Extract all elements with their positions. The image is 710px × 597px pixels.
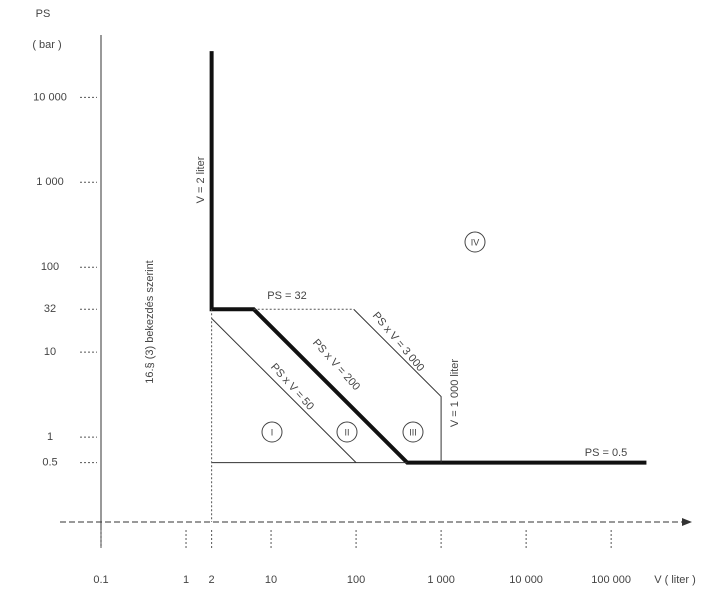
boundary-line xyxy=(211,317,357,463)
annotation: PS = 32 xyxy=(267,290,306,302)
region-circle xyxy=(402,421,424,443)
annotation: PS x V = 50 xyxy=(268,361,316,412)
y-tick-label: 10 xyxy=(44,346,56,358)
region-label: III xyxy=(409,427,417,437)
annotation: PS x V = 3 000 xyxy=(370,310,427,374)
annotation: V = 2 liter xyxy=(195,156,207,203)
y-tick-label: 1 000 xyxy=(36,176,64,188)
x-axis-label: V ( liter ) xyxy=(654,574,696,586)
x-tick-label: 1 000 xyxy=(427,574,455,586)
y-tick-label: 1 xyxy=(47,431,53,443)
region-circle xyxy=(464,231,486,253)
x-tick-label: 1 xyxy=(183,574,189,586)
annotation: V = 1 000 liter xyxy=(449,359,461,428)
x-tick-label: 10 xyxy=(265,574,277,586)
boundary-line xyxy=(353,308,442,463)
x-tick-label: 100 000 xyxy=(591,574,631,586)
annotation: PS x V = 200 xyxy=(310,337,362,393)
annotation: PS = 0.5 xyxy=(585,447,628,459)
region-label: II xyxy=(344,427,349,437)
region-circle xyxy=(261,421,283,443)
x-tick-label: 0.1 xyxy=(93,574,108,586)
boundary-line xyxy=(209,51,647,465)
annotation: 16.§ (3) bekezdés szerint xyxy=(144,260,156,384)
x-axis-arrow xyxy=(682,518,692,526)
region-label: IV xyxy=(471,237,480,247)
region-circle xyxy=(336,421,358,443)
y-axis-label: PS xyxy=(36,8,51,20)
y-tick-label: 100 xyxy=(41,261,59,273)
region-label: I xyxy=(271,427,274,437)
x-tick-label: 2 xyxy=(209,574,215,586)
y-tick-label: 32 xyxy=(44,303,56,315)
y-tick-label: 10 000 xyxy=(33,91,67,103)
y-tick-label: 0.5 xyxy=(42,457,57,469)
x-tick-label: 10 000 xyxy=(509,574,543,586)
x-tick-label: 100 xyxy=(347,574,365,586)
y-axis-unit: ( bar ) xyxy=(32,39,61,51)
